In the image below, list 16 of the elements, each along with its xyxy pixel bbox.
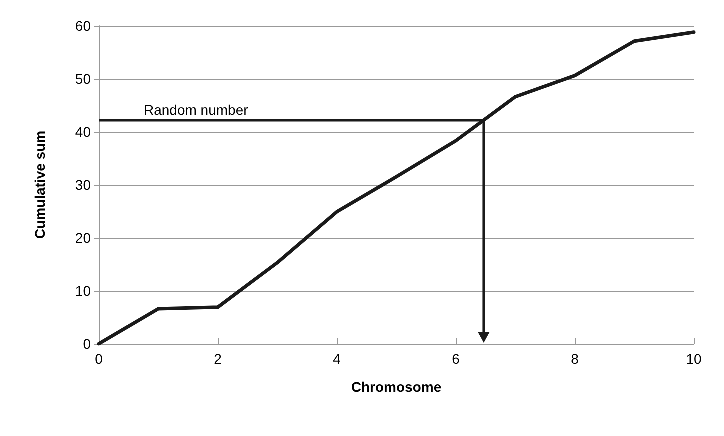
ref-line-label: Random number <box>144 102 248 118</box>
y-tick-label: 10 <box>75 283 92 299</box>
x-tick-label: 10 <box>686 351 702 367</box>
y-axis-title: Cumulative sum <box>32 130 48 240</box>
y-tick-label: 50 <box>75 71 92 87</box>
x-tick-label: 0 <box>95 351 104 367</box>
x-tick-label: 2 <box>214 351 222 367</box>
x-axis-title: Chromosome <box>351 379 442 395</box>
y-tick-label: 0 <box>83 336 92 352</box>
y-tick-label: 60 <box>75 18 92 34</box>
y-tick-label: 30 <box>75 177 92 193</box>
x-tick-label: 8 <box>571 351 580 367</box>
y-tick-label: 40 <box>75 124 92 140</box>
x-tick-label: 6 <box>452 351 460 367</box>
y-tick-label: 20 <box>75 230 92 246</box>
x-tick-label: 4 <box>333 351 342 367</box>
